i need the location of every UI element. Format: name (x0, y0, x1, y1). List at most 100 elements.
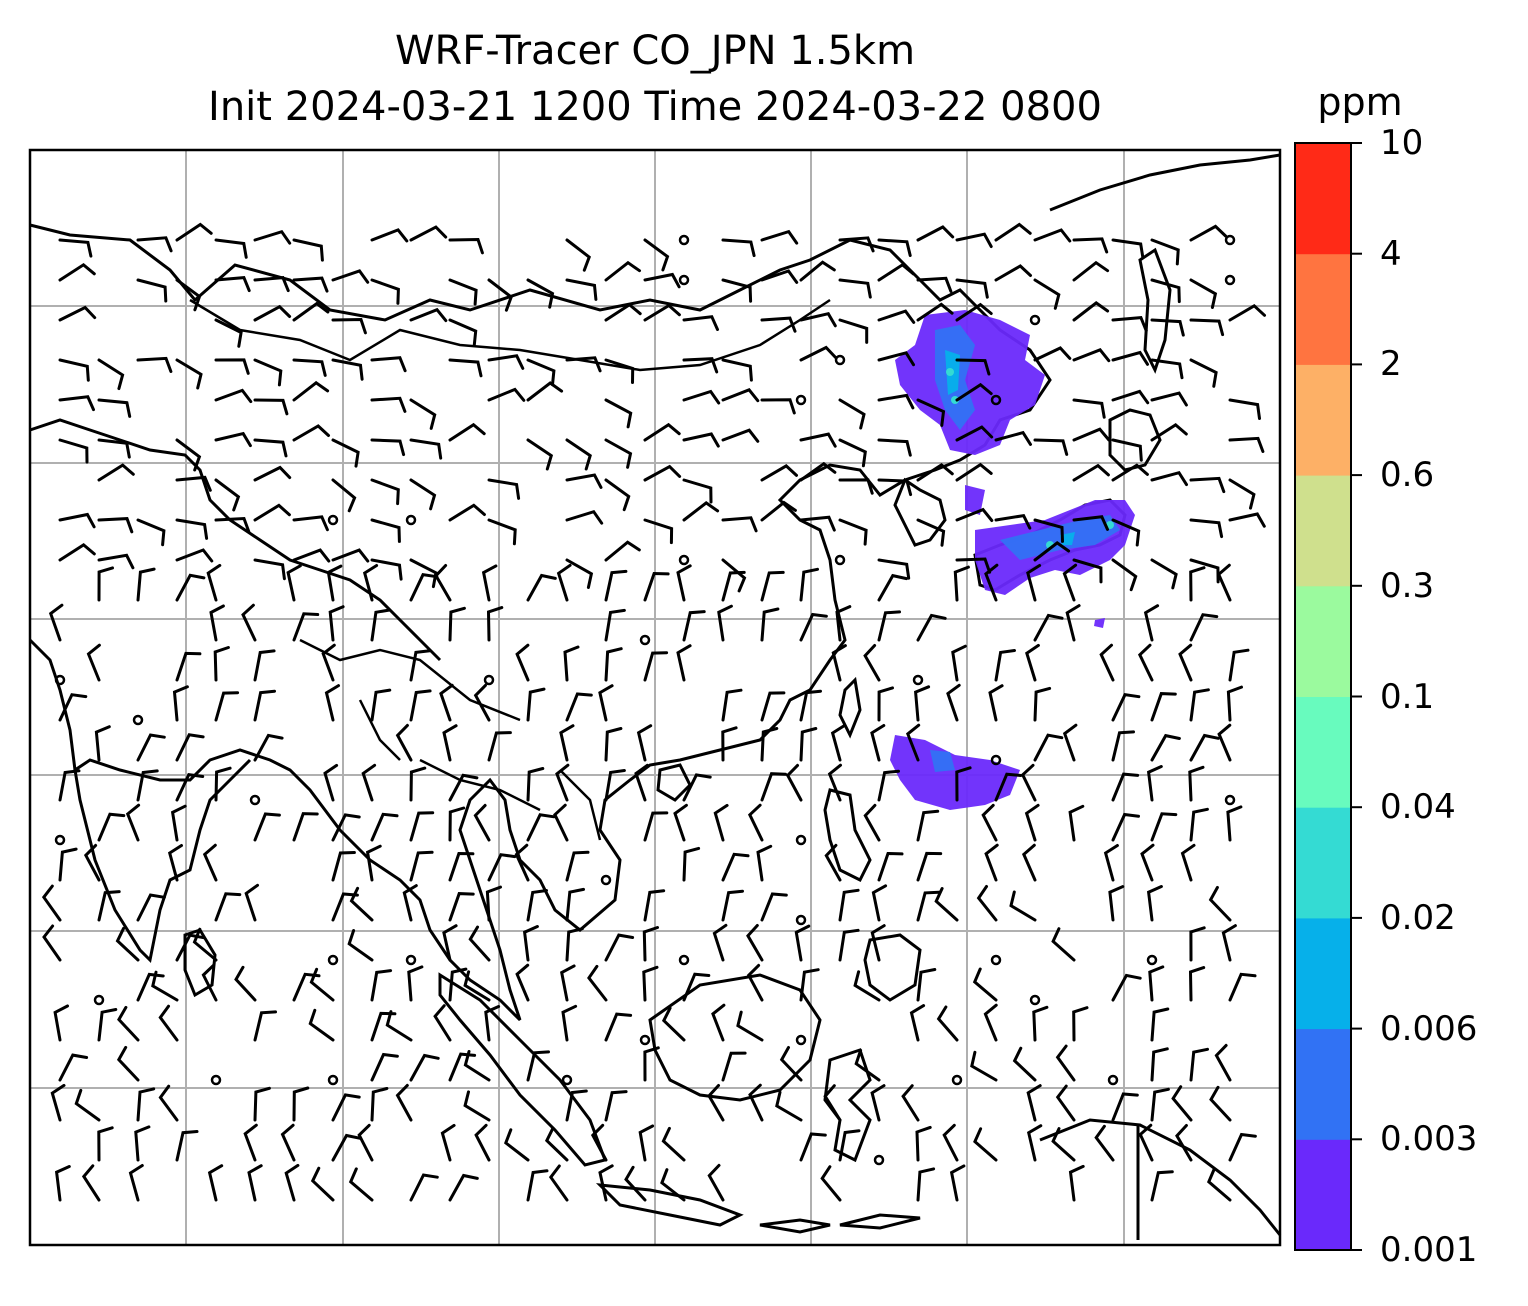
wind-barb (331, 548, 370, 563)
wind-barb (955, 382, 993, 402)
wind-barb (1055, 1084, 1076, 1122)
wind-barb (83, 843, 101, 882)
wind-barb (1033, 346, 1072, 362)
wind-barb (1150, 692, 1177, 722)
wind-barb (58, 543, 96, 562)
wind-barb (1033, 518, 1064, 543)
colorbar-segment (1295, 1028, 1351, 1140)
wind-barb (214, 478, 241, 512)
wind-barb (1111, 316, 1148, 333)
wind-barb (565, 850, 590, 882)
wind-barb (58, 238, 93, 258)
wind-barb (707, 1084, 725, 1122)
wind-barb (1033, 733, 1064, 762)
wind-barb (1111, 238, 1145, 260)
wind-barb (207, 1164, 224, 1202)
wind-barb (253, 1010, 277, 1042)
wind-barb (526, 278, 555, 309)
wind-barb (1111, 558, 1138, 592)
wind-barb (58, 305, 97, 322)
wind-barb (642, 926, 659, 962)
wind-barb (292, 424, 330, 442)
wind-barb (487, 278, 513, 312)
calm-marker (327, 514, 339, 526)
wind-barb (53, 1004, 69, 1042)
wind-barb (721, 238, 756, 258)
wind-barb (760, 269, 799, 284)
coastline-sri-lanka (183, 928, 217, 998)
wind-barb (175, 358, 203, 390)
wind-barb (934, 887, 959, 922)
wind-barb (310, 1166, 335, 1202)
wind-barb (779, 1046, 803, 1082)
wind-barb (136, 769, 159, 802)
wind-barb (565, 1089, 588, 1122)
wind-barb (136, 518, 166, 547)
colorbar-tick-label: 0.001 (1380, 1230, 1478, 1270)
wind-barb (949, 1164, 966, 1202)
wind-barb (370, 518, 401, 543)
wind-barb (1189, 807, 1209, 842)
wind-barb (1175, 1124, 1193, 1162)
calm-marker (639, 1034, 651, 1046)
map-title-line1: WRF-Tracer CO_JPN 1.5km (394, 28, 916, 74)
wind-barb (448, 422, 486, 442)
wind-barb (448, 237, 484, 255)
wind-barb (604, 569, 628, 602)
wind-barb (409, 573, 439, 602)
wind-barb (526, 381, 564, 402)
wind-barb (1111, 1092, 1139, 1122)
wind-barb (838, 398, 866, 430)
wind-barb (234, 965, 257, 1002)
wind-barb (838, 478, 874, 495)
wind-barb (253, 689, 276, 722)
wind-barb (838, 318, 869, 344)
wind-barb (604, 540, 641, 562)
wind-barb (1055, 1044, 1076, 1082)
wind-barb (553, 803, 569, 842)
colorbar-tick-label: 0.04 (1380, 787, 1456, 828)
wind-barb (916, 613, 947, 642)
wind-barb (877, 610, 901, 642)
wind-barb (370, 228, 409, 243)
wind-barb (94, 725, 111, 762)
wind-barb (799, 345, 838, 362)
wind-barb (409, 649, 432, 682)
wind-barb (1189, 476, 1226, 494)
wind-barb (976, 885, 998, 922)
wind-barb (1026, 1124, 1043, 1162)
wind-barb (448, 892, 475, 922)
wind-barb (514, 843, 530, 882)
wind-barb (1178, 643, 1193, 682)
wind-barb (660, 1168, 686, 1202)
wind-barb (370, 478, 400, 506)
wind-barb (151, 970, 179, 1002)
wind-barb (916, 851, 943, 882)
wind-barb (877, 238, 912, 257)
wind-barb (175, 278, 202, 312)
wind-barb (1111, 438, 1143, 462)
wind-barb (286, 564, 302, 602)
wind-barb (877, 478, 913, 497)
wind-barb (292, 515, 329, 532)
wind-barb (863, 803, 881, 842)
wind-barb (409, 766, 427, 802)
wind-barb (487, 478, 521, 500)
wind-barb (1189, 688, 1210, 722)
colorbar-tick-label: 0.006 (1380, 1008, 1478, 1049)
wind-barb (760, 727, 779, 762)
calm-marker (54, 834, 66, 846)
colorbar-segment (1295, 1139, 1351, 1251)
wind-barb (604, 769, 626, 802)
wind-barb (1216, 563, 1232, 602)
wind-barb (682, 478, 713, 504)
wind-barb (1111, 730, 1135, 762)
wind-barb (717, 604, 733, 642)
wind-barb (370, 608, 392, 642)
wind-barb (877, 769, 900, 802)
wind-barb (1150, 423, 1188, 442)
wind-barb (877, 438, 912, 457)
wind-barb (409, 558, 438, 589)
wind-barb (604, 647, 623, 682)
